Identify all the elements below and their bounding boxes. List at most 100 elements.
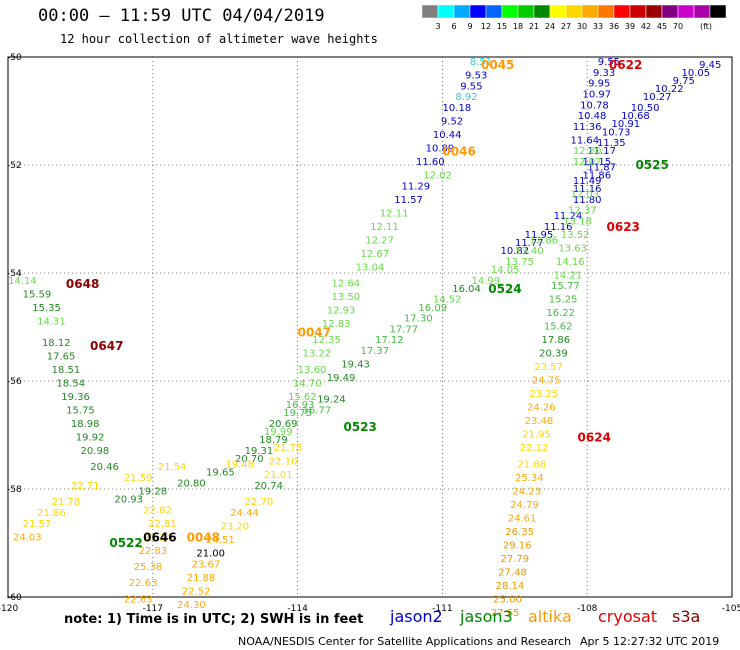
- wave-height-point: 14.31: [37, 316, 66, 327]
- legend-label: 15: [497, 22, 507, 31]
- wave-height-point: 27.48: [498, 567, 527, 578]
- pass-time-label: 0525: [635, 158, 668, 172]
- wave-height-point: 14.05: [491, 265, 520, 276]
- wave-height-point: 12.11: [370, 222, 399, 233]
- wave-height-point: 9.52: [441, 117, 463, 128]
- wave-height-point: 22.10: [269, 457, 298, 468]
- y-tick-label: -58: [7, 485, 22, 495]
- wave-height-point: 22.83: [138, 546, 167, 557]
- wave-height-point: 19.48: [225, 459, 254, 470]
- wave-height-point: 10.05: [681, 68, 710, 79]
- wave-height-point: 11.15: [583, 157, 612, 168]
- pass-time-label: 0045: [481, 58, 514, 72]
- wave-height-point: 11.87: [587, 162, 616, 173]
- wave-height-point: 24.61: [508, 513, 537, 524]
- wave-height-point: 12.07: [573, 157, 602, 168]
- wave-height-point: 9.75: [673, 76, 695, 87]
- pass-time-label: 0523: [343, 420, 376, 434]
- wave-height-point: 15.59: [23, 289, 52, 300]
- wave-height-point: 10.50: [631, 103, 660, 114]
- wave-height-point: 19.92: [76, 432, 105, 443]
- legend-jason2: jason2: [390, 607, 443, 626]
- legend-label: 42: [641, 22, 651, 31]
- wave-height-point: 10.48: [578, 111, 607, 122]
- wave-height-point: 23.57: [534, 362, 563, 373]
- wave-height-point: 19.36: [61, 392, 90, 403]
- wave-height-point: 12.27: [365, 235, 394, 246]
- footer-timestamp: Apr 5 12:27:32 UTC 2019: [580, 635, 720, 648]
- wave-height-point: 12.64: [332, 279, 361, 290]
- wave-height-point: 10.22: [655, 84, 684, 95]
- wave-height-point: 13.18: [563, 216, 592, 227]
- legend-label: 33: [593, 22, 603, 31]
- wave-height-point: 18.98: [71, 419, 100, 430]
- wave-height-point: 14.52: [433, 295, 462, 306]
- wave-height-point: 21.24: [143, 532, 172, 543]
- wave-height-point: 17.86: [542, 335, 571, 346]
- wave-height-point: 24.23: [513, 486, 542, 497]
- wave-height-point: 10.44: [433, 130, 462, 141]
- x-tick-label: -108: [577, 604, 598, 614]
- pass-time-label: 0048: [187, 531, 220, 545]
- wave-height-point: 8.51: [470, 57, 492, 68]
- wave-height-point: 20.39: [539, 349, 568, 360]
- wave-height-point: 25.34: [515, 473, 544, 484]
- wave-height-point: 18.79: [259, 435, 288, 446]
- wave-height-point: 9.45: [699, 60, 721, 71]
- legend-label: 45: [657, 22, 667, 31]
- pass-time-label: 0046: [442, 145, 475, 159]
- wave-height-point: 10.78: [580, 100, 609, 111]
- wave-height-point: 15.35: [32, 303, 61, 314]
- wave-height-point: 17.77: [389, 324, 418, 335]
- wave-height-point: 18.51: [52, 365, 81, 376]
- wave-height-point: 13.50: [332, 292, 361, 303]
- wave-height-point: 17.30: [404, 314, 433, 325]
- wave-height-point: 25.38: [134, 562, 163, 573]
- wave-height-point: 29.16: [503, 540, 532, 551]
- wave-height-point: 24.44: [230, 508, 259, 519]
- legend-label: 9: [467, 22, 472, 31]
- wave-height-point: 12.35: [312, 335, 341, 346]
- note-text: note: 1) Time is in UTC; 2) SWH is in fe…: [64, 612, 364, 627]
- wave-height-point: 22.12: [520, 443, 549, 454]
- wave-height-point: 17.37: [361, 346, 390, 357]
- wave-height-point: 21.78: [52, 497, 81, 508]
- wave-height-point: 10.73: [602, 127, 631, 138]
- wave-height-point: 10.89: [426, 144, 455, 155]
- wave-height-point: 16.93: [286, 400, 315, 411]
- wave-height-point: 9.55: [460, 81, 482, 92]
- wave-height-point: 21.00: [196, 549, 225, 560]
- wave-height-point: 19.24: [317, 395, 346, 406]
- wave-height-point: 22.63: [124, 594, 153, 605]
- x-tick-label: -117: [143, 604, 163, 614]
- chart-title: 00:00 – 11:59 UTC 04/04/2019: [38, 6, 325, 26]
- wave-height-point: 9.95: [588, 79, 610, 90]
- wave-height-point: 16.09: [418, 303, 447, 314]
- wave-height-point: 11.80: [573, 195, 602, 206]
- wave-height-point: 12.67: [361, 249, 390, 260]
- wave-height-point: 16.04: [452, 284, 481, 295]
- wave-height-point: 20.74: [254, 481, 283, 492]
- wave-height-point: 23.20: [221, 522, 250, 533]
- x-tick-label: -114: [287, 604, 308, 614]
- wave-height-point: 20.98: [81, 446, 110, 457]
- footer-credit: NOAA/NESDIS Center for Satellite Applica…: [238, 635, 572, 648]
- legend-label: 12: [481, 22, 491, 31]
- legend-label: 3: [435, 22, 440, 31]
- wave-height-point: 8.92: [455, 92, 477, 103]
- legend-label: 6: [451, 22, 456, 31]
- pass-time-label: 0647: [90, 339, 123, 353]
- wave-height-point: 14.16: [556, 257, 585, 268]
- wave-height-point: 12.02: [423, 171, 452, 182]
- wave-height-point: 14.14: [8, 276, 37, 287]
- wave-height-point: 19.65: [206, 468, 235, 479]
- wave-height-point: 12.93: [327, 306, 356, 317]
- wave-height-point: 20.46: [90, 462, 119, 473]
- wave-height-point: 17.65: [47, 351, 76, 362]
- wave-height-point: 22.63: [129, 578, 158, 589]
- wave-height-point: 20.93: [114, 495, 143, 506]
- wave-height-point: 20.70: [235, 454, 264, 465]
- pass-time-label: 0648: [66, 277, 99, 291]
- legend-jason3: jason3: [460, 607, 513, 626]
